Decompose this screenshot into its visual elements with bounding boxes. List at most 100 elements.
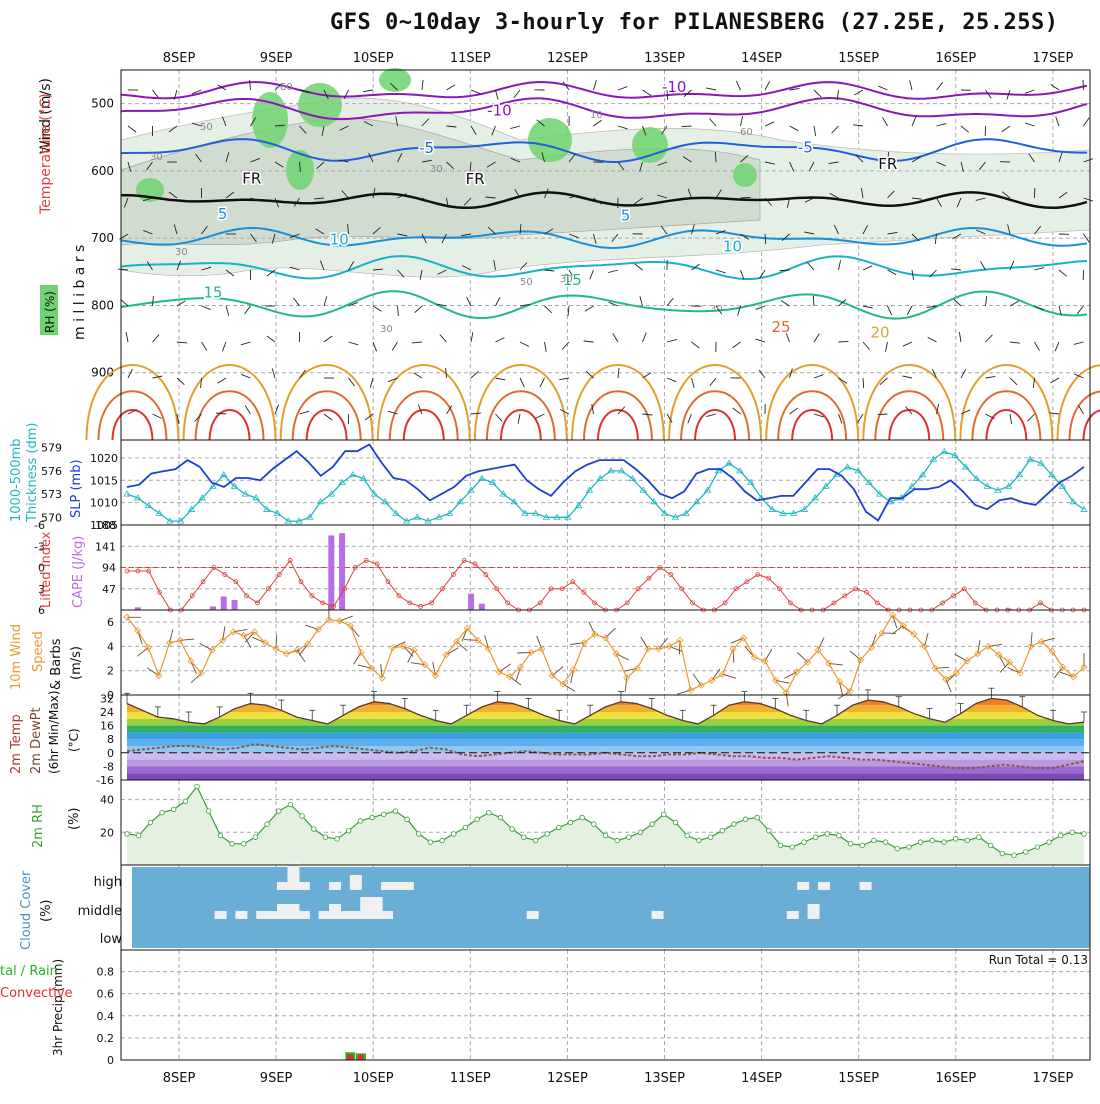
wind-barb — [1083, 80, 1084, 90]
wind-barb — [275, 405, 279, 414]
slp-label-group: SLP (mb) — [69, 459, 84, 518]
top-day-label: 8SEP — [163, 51, 196, 66]
millibars-axis-label: m i l l i b a r s — [72, 245, 88, 340]
wind-barb — [1028, 414, 1035, 421]
rh2m-marker — [1058, 833, 1063, 838]
wind-barb — [373, 306, 382, 311]
cloud-level-label: high — [94, 875, 122, 890]
bottom-day-label: 14SEP — [741, 1071, 782, 1086]
wind-barb — [807, 263, 814, 271]
wind-barb — [1025, 123, 1035, 126]
rh2m-marker — [872, 838, 877, 843]
wind-barb — [853, 125, 863, 126]
contour-plus25 — [584, 391, 652, 440]
high-cloud-bar — [298, 882, 310, 890]
wind-barb — [765, 122, 774, 126]
rh2m-marker — [942, 840, 947, 845]
contour-plus30 — [210, 410, 250, 440]
rh-tick-label: 20 — [100, 826, 114, 839]
temp-tick-label: 32 — [100, 692, 114, 705]
rh-contour-label: 10 — [590, 110, 603, 121]
rh2m-unit-label: (%) — [67, 808, 82, 831]
panel-border — [121, 440, 1090, 525]
wind-barb — [640, 296, 643, 306]
rh-area — [127, 787, 1084, 866]
wind-barb — [790, 408, 798, 414]
contour-plus30 — [889, 410, 929, 440]
mid-cloud-bar — [787, 911, 799, 919]
wind-barb — [518, 414, 520, 424]
wind-barb — [959, 332, 961, 342]
rh2m-marker — [650, 822, 655, 827]
wind-speed-line — [127, 615, 1084, 693]
wind-barb — [202, 342, 207, 351]
wind-barb — [981, 261, 986, 270]
wind-barb — [706, 414, 716, 417]
rh2m-axis-label: 2m RH — [31, 804, 46, 848]
wind-barb — [471, 332, 473, 342]
millibars-group: m i l l i b a r s — [72, 245, 88, 340]
wind-barb — [471, 413, 481, 414]
rh2m-marker — [1012, 853, 1017, 858]
rh2m-marker — [416, 832, 421, 837]
wind-barb — [344, 90, 349, 99]
wind-barb — [618, 368, 619, 378]
rh-contour-label: 30 — [175, 247, 188, 258]
rh-contour-label: 30 — [710, 304, 723, 315]
temp2m-label: 2m Temp — [9, 714, 24, 774]
wind-barb — [790, 126, 799, 131]
slp-tick-label: 1010 — [90, 497, 118, 510]
contour-label: -5 — [419, 139, 434, 157]
temp-color-band — [121, 726, 1090, 733]
mid-cloud-bar — [235, 911, 247, 919]
wind-barb — [568, 306, 569, 316]
temp-color-band — [121, 695, 1090, 698]
wind-barb — [688, 414, 692, 423]
wind-barb — [128, 369, 132, 378]
mid-cloud-bar — [298, 911, 310, 919]
wind-barb — [814, 126, 816, 136]
temp-tick-label: -16 — [96, 774, 114, 787]
wind-barb — [177, 378, 184, 385]
wind-barb — [520, 342, 529, 347]
wind-barb — [643, 333, 647, 342]
rh2m-marker — [136, 833, 141, 838]
dewpt2m-label: 2m DewPt — [29, 707, 44, 774]
wind-barb — [813, 296, 814, 306]
wind-barb — [643, 414, 653, 415]
rh2m-marker — [708, 835, 713, 840]
rh2m-marker — [195, 784, 200, 789]
bottom-day-label: 10SEP — [353, 1071, 394, 1086]
rh-contour-label: 30 — [380, 324, 393, 335]
wind-barb — [1077, 306, 1083, 314]
wind-barb — [440, 335, 447, 342]
wind-barb — [878, 86, 887, 90]
cape-bar — [339, 533, 345, 610]
wind-barb — [216, 413, 226, 414]
cape-bar — [221, 596, 227, 610]
rh2m-marker — [183, 799, 188, 804]
contour-plus30 — [404, 410, 444, 440]
top-day-label: 15SEP — [838, 51, 879, 66]
precip-tick-label: 0.6 — [97, 988, 115, 1001]
top-day-label: 10SEP — [353, 51, 394, 66]
run-total-annotation: Run Total = 0.13 — [989, 953, 1088, 967]
rh2m-marker — [428, 840, 433, 845]
wind-barb — [755, 339, 765, 342]
cloud-unit-label: (%) — [39, 900, 54, 923]
high-cloud-bar — [402, 882, 414, 890]
wind-barb — [300, 411, 310, 414]
wind-barb — [736, 81, 740, 90]
rh2m-marker — [988, 843, 993, 848]
wind-barb — [692, 378, 695, 388]
upper-ylabel-group: Wind (m/s)Temperature (°C) — [38, 78, 54, 215]
wind-barb — [496, 414, 503, 421]
wind-barb — [667, 378, 676, 382]
temp-color-band — [121, 712, 1090, 719]
mid-cloud-bar — [319, 911, 331, 919]
wind-barb — [903, 342, 912, 346]
wind-barb — [709, 119, 716, 127]
rh2m-marker — [405, 817, 410, 822]
